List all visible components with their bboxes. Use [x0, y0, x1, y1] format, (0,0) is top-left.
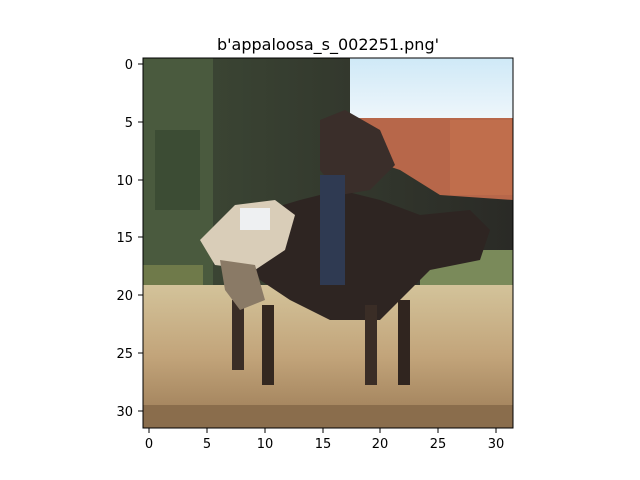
y-tick-label: 10 — [116, 174, 133, 189]
y-tick-label: 15 — [116, 231, 133, 246]
y-tick-label: 30 — [116, 405, 133, 420]
y-tick-label: 25 — [116, 347, 133, 362]
figure-title: b'appaloosa_s_002251.png' — [217, 35, 439, 55]
y-tick-label: 0 — [125, 58, 133, 73]
y-axis: 0 5 10 15 20 25 30 — [116, 58, 143, 420]
x-tick-label: 15 — [315, 437, 332, 452]
x-tick-label: 20 — [372, 437, 389, 452]
x-tick-label: 30 — [488, 437, 505, 452]
y-tick-label: 20 — [116, 289, 133, 304]
y-tick-label: 5 — [125, 116, 133, 131]
axes-frame — [142, 57, 514, 429]
photo-image — [143, 58, 513, 428]
x-tick-label: 10 — [257, 437, 274, 452]
x-tick-label: 25 — [430, 437, 447, 452]
x-tick-label: 5 — [203, 437, 211, 452]
x-axis: 0 5 10 15 20 25 30 — [145, 428, 504, 452]
x-tick-label: 0 — [145, 437, 153, 452]
